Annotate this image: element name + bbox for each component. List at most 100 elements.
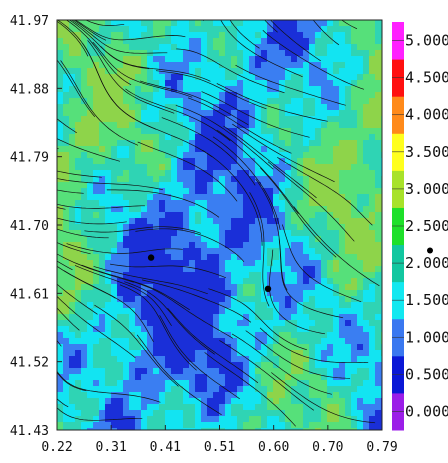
- field-cell: [189, 236, 196, 243]
- field-cell: [369, 230, 376, 237]
- field-cell: [183, 356, 190, 363]
- field-cell: [279, 122, 286, 129]
- field-cell: [153, 314, 160, 321]
- field-cell: [267, 356, 274, 363]
- field-cell: [183, 350, 190, 357]
- field-cell: [297, 326, 304, 333]
- field-cell: [117, 110, 124, 117]
- field-cell: [225, 152, 232, 159]
- field-cell: [123, 290, 130, 297]
- field-cell: [327, 380, 334, 387]
- field-cell: [207, 248, 214, 255]
- field-cell: [117, 206, 124, 213]
- streamline: [57, 207, 66, 210]
- field-cell: [159, 194, 166, 201]
- field-cell: [87, 170, 94, 177]
- field-cell: [279, 188, 286, 195]
- field-cell: [189, 254, 196, 261]
- field-cell: [273, 86, 280, 93]
- field-cell: [111, 368, 118, 375]
- field-cell: [369, 32, 376, 39]
- field-cell: [81, 248, 88, 255]
- field-cell: [333, 44, 340, 51]
- field-cell: [183, 44, 190, 51]
- field-cell: [183, 392, 190, 399]
- field-cell: [63, 68, 70, 75]
- field-cell: [87, 68, 94, 75]
- field-cell: [129, 176, 136, 183]
- field-cell: [147, 104, 154, 111]
- field-cell: [321, 428, 328, 430]
- field-cell: [117, 26, 124, 33]
- field-cell: [369, 296, 376, 303]
- field-cell: [105, 350, 112, 357]
- field-cell: [285, 260, 292, 267]
- field-cell: [165, 230, 172, 237]
- field-cell: [285, 284, 292, 291]
- field-cell: [201, 74, 208, 81]
- field-cell: [231, 188, 238, 195]
- field-cell: [291, 110, 298, 117]
- field-cell: [153, 170, 160, 177]
- field-cell: [135, 44, 142, 51]
- field-cell: [69, 278, 76, 285]
- field-cell: [171, 206, 178, 213]
- field-cell: [81, 152, 88, 159]
- field-cell: [213, 134, 220, 141]
- field-cell: [69, 392, 76, 399]
- field-cell: [165, 164, 172, 171]
- field-cell: [183, 404, 190, 411]
- field-cell: [321, 74, 328, 81]
- field-cell: [99, 104, 106, 111]
- field-cell: [153, 428, 160, 430]
- field-cell: [189, 428, 196, 430]
- field-cell: [183, 74, 190, 81]
- field-cell: [123, 218, 130, 225]
- field-cell: [153, 344, 160, 351]
- field-cell: [243, 98, 250, 105]
- field-cell: [351, 104, 358, 111]
- field-cell: [333, 242, 340, 249]
- field-cell: [351, 140, 358, 147]
- field-cell: [297, 62, 304, 69]
- field-cell: [117, 356, 124, 363]
- field-cell: [375, 80, 382, 87]
- field-cell: [279, 422, 286, 429]
- field-cell: [93, 176, 100, 183]
- field-cell: [69, 404, 76, 411]
- field-cell: [171, 380, 178, 387]
- speed-field: [57, 20, 382, 430]
- field-cell: [291, 254, 298, 261]
- field-cell: [375, 92, 382, 99]
- field-cell: [93, 314, 100, 321]
- field-cell: [369, 260, 376, 267]
- field-cell: [249, 56, 256, 63]
- field-cell: [219, 374, 226, 381]
- field-cell: [303, 62, 310, 69]
- field-cell: [75, 74, 82, 81]
- field-cell: [159, 80, 166, 87]
- field-cell: [177, 398, 184, 405]
- field-cell: [87, 104, 94, 111]
- field-cell: [369, 176, 376, 183]
- field-cell: [315, 368, 322, 375]
- streamline: [92, 41, 193, 98]
- field-cell: [189, 422, 196, 429]
- field-cell: [183, 206, 190, 213]
- field-cell: [285, 338, 292, 345]
- field-cell: [153, 62, 160, 69]
- field-cell: [357, 140, 364, 147]
- field-cell: [255, 380, 262, 387]
- field-cell: [207, 86, 214, 93]
- field-cell: [255, 128, 262, 135]
- field-cell: [147, 242, 154, 249]
- field-cell: [351, 158, 358, 165]
- field-cell: [267, 200, 274, 207]
- field-cell: [183, 278, 190, 285]
- field-cell: [213, 98, 220, 105]
- field-cell: [87, 92, 94, 99]
- streamline: [93, 266, 208, 295]
- field-cell: [171, 218, 178, 225]
- field-cell: [129, 152, 136, 159]
- field-cell: [363, 200, 370, 207]
